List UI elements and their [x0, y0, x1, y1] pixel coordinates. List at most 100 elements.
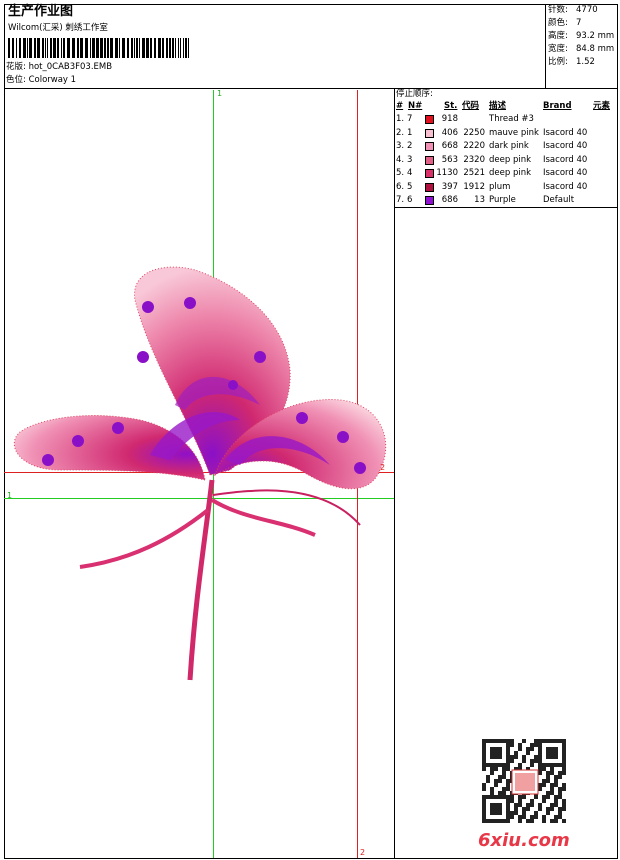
- pattern-cell: [506, 803, 510, 807]
- pattern-cell: [96, 38, 99, 58]
- pattern-cell: [546, 755, 550, 759]
- pattern-cell: [34, 38, 36, 58]
- pattern-cell: [498, 795, 502, 799]
- pattern-cell: [562, 763, 566, 767]
- pattern-cell: [526, 819, 530, 823]
- pattern-cell: [494, 739, 498, 743]
- pattern-cell: [542, 739, 546, 743]
- pattern-cell: [506, 739, 510, 743]
- row-desc: deep pink: [489, 168, 532, 178]
- subtitle: Wilcom(汇采) 刺绣工作室: [8, 23, 108, 33]
- pattern-cell: [47, 38, 48, 58]
- pattern-cell: [50, 38, 52, 58]
- pattern-cell: [562, 771, 566, 775]
- pattern-cell: [542, 795, 546, 799]
- pattern-cell: [546, 807, 550, 811]
- pattern-cell: [502, 767, 506, 771]
- pattern-cell: [490, 791, 494, 795]
- pattern-cell: [494, 783, 498, 787]
- pattern-cell: [490, 767, 494, 771]
- pattern-cell: [542, 779, 546, 783]
- pattern-cell: [534, 759, 538, 763]
- pattern-cell: [110, 38, 113, 58]
- pattern-cell: [490, 787, 494, 791]
- pattern-cell: [490, 803, 494, 807]
- pattern-cell: [506, 819, 510, 823]
- row-desc: plum: [489, 181, 511, 192]
- pattern-cell: [522, 759, 526, 763]
- pattern-cell: [490, 819, 494, 823]
- pattern-cell: [534, 743, 538, 747]
- pattern-cell: [498, 803, 502, 807]
- pattern-cell: [506, 795, 510, 799]
- pattern-cell: [546, 795, 550, 799]
- pattern-cell: [63, 38, 65, 58]
- pattern-cell: [562, 803, 566, 807]
- row-stitches: 397: [441, 181, 458, 192]
- pattern-cell: [534, 755, 538, 759]
- column-header: St.: [444, 101, 458, 111]
- pattern-cell: [518, 767, 522, 771]
- pattern-cell: [178, 38, 179, 58]
- pattern-cell: [498, 791, 502, 795]
- pattern-cell: [542, 815, 546, 819]
- pattern-cell: [554, 819, 558, 823]
- pattern-cell: [550, 787, 554, 791]
- pattern-cell: [562, 807, 566, 811]
- pattern-cell: [486, 775, 490, 779]
- pattern-cell: [518, 819, 522, 823]
- pattern-cell: [514, 755, 518, 759]
- pattern-cell: [506, 751, 510, 755]
- pattern-cell: [502, 795, 506, 799]
- pattern-cell: [522, 795, 526, 799]
- pattern-cell: [538, 747, 542, 751]
- watermark: 6xiu.com: [478, 830, 570, 851]
- row-stitches: 918: [441, 114, 458, 124]
- row-seq: 6.: [396, 181, 405, 192]
- row-brand: Isacord 40: [543, 181, 588, 192]
- pattern-cell: [490, 747, 494, 751]
- pattern-cell: [518, 743, 522, 747]
- pattern-cell: [166, 38, 168, 58]
- stat-label: 针数:: [548, 5, 568, 15]
- pattern-cell: [12, 38, 14, 58]
- pattern-cell: [530, 759, 534, 763]
- pattern-cell: [498, 747, 502, 751]
- color-swatch: [425, 142, 434, 151]
- row-desc: Thread #3: [489, 114, 534, 124]
- pattern-cell: [550, 783, 554, 787]
- pattern-cell: [90, 38, 91, 58]
- pattern-cell: [534, 795, 538, 799]
- pattern-cell: [562, 783, 566, 787]
- pattern-cell: [494, 795, 498, 799]
- pattern-cell: [486, 739, 490, 743]
- row-desc: Purple: [489, 195, 516, 205]
- pattern-cell: [550, 803, 554, 807]
- pattern-cell: [502, 787, 506, 791]
- pattern-cell: [546, 751, 550, 755]
- pattern-cell: [169, 38, 171, 58]
- pattern-cell: [510, 739, 514, 743]
- pattern-cell: [526, 807, 530, 811]
- pattern-cell: [482, 819, 486, 823]
- pattern-cell: [142, 38, 145, 58]
- guide-label: 2: [380, 463, 386, 472]
- row-seq: 3.: [396, 141, 405, 151]
- row-stitches: 1130: [436, 168, 458, 178]
- row-code: 1912: [463, 181, 485, 192]
- pattern-cell: [104, 38, 106, 58]
- title: 生产作业图: [8, 4, 74, 19]
- pattern-cell: [502, 763, 506, 767]
- stat-value: 7: [576, 18, 582, 28]
- row-brand: Isacord 40: [543, 168, 588, 178]
- pattern-cell: [498, 811, 502, 815]
- pattern-cell: [558, 775, 562, 779]
- row-seq: 1.: [396, 114, 405, 124]
- pattern-cell: [554, 775, 558, 779]
- pattern-cell: [538, 807, 542, 811]
- pattern-cell: [498, 775, 502, 779]
- pattern-cell: [514, 807, 518, 811]
- pattern-cell: [506, 759, 510, 763]
- pattern-cell: [490, 811, 494, 815]
